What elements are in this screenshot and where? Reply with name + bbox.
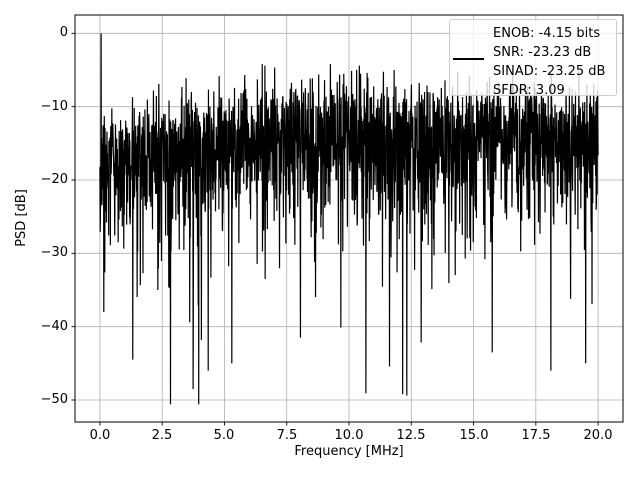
y-tick-label: −30 [40,245,68,260]
x-tick-label: 5.0 [213,428,235,443]
x-tick-label: 2.5 [151,428,173,443]
legend-entry-snr: SNR: -23.23 dB [493,45,592,60]
x-tick-label: 17.5 [521,428,551,443]
x-tick-label: 0.0 [89,428,111,443]
x-axis-label: Frequency [MHz] [294,444,404,459]
x-tick-label: 20.0 [583,428,613,443]
axis-ticks [71,32,599,426]
legend-line-sample [453,58,484,60]
y-tick-label: −50 [40,392,68,407]
legend-box: ENOB: -4.15 bits SNR: -23.23 dB SINAD: -… [449,19,617,98]
y-tick-label: 0 [59,25,68,40]
y-axis-label: PSD [dB] [14,189,29,247]
axes-frame [74,14,624,423]
y-tick-label: −10 [40,99,68,114]
y-tick-label: −40 [40,319,68,334]
legend-text-block: ENOB: -4.15 bits SNR: -23.23 dB SINAD: -… [493,24,605,100]
psd-series-line [99,33,599,405]
y-tick-label: −20 [40,172,68,187]
x-tick-label: 10.0 [334,428,364,443]
x-tick-label: 7.5 [276,428,298,443]
legend-entry-sfdr: SFDR: 3.09 [493,83,565,98]
legend-entry-sinad: SINAD: -23.25 dB [493,64,606,79]
x-tick-label: 12.5 [396,428,426,443]
legend-entry-enob: ENOB: -4.15 bits [493,26,601,41]
x-tick-label: 15.0 [459,428,489,443]
